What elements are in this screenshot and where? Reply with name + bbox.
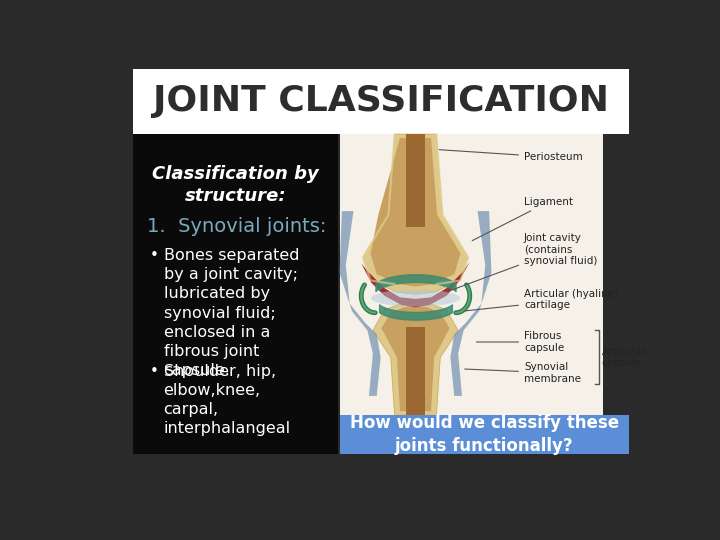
Bar [406, 134, 425, 226]
Text: Fibrous
capsule: Fibrous capsule [477, 331, 564, 353]
Text: How would we classify these
joints functionally?: How would we classify these joints funct… [349, 414, 618, 455]
Text: •: • [150, 248, 158, 263]
Text: Bones separated
by a joint cavity;
lubricated by
synovial fluid;
enclosed in a
f: Bones separated by a joint cavity; lubri… [163, 248, 299, 378]
Text: Periosteum: Periosteum [439, 150, 582, 162]
Text: Joint cavity
(contains
synovial fluid): Joint cavity (contains synovial fluid) [449, 233, 598, 291]
PathPatch shape [361, 262, 469, 307]
Text: Shoulder, hip,
elbow,knee,
carpal,
interphalangeal: Shoulder, hip, elbow,knee, carpal, inter… [163, 363, 291, 436]
PathPatch shape [382, 306, 449, 411]
Text: Synovial
membrane: Synovial membrane [465, 362, 581, 383]
Text: Ligament: Ligament [472, 197, 573, 241]
Text: JOINT CLASSIFICATION: JOINT CLASSIFICATION [153, 84, 608, 118]
Text: Classification by
structure:: Classification by structure: [152, 165, 319, 205]
Bar [132, 69, 629, 134]
Bar [132, 134, 338, 454]
PathPatch shape [373, 302, 458, 415]
Ellipse shape [371, 289, 460, 307]
Text: Articular
capsule: Articular capsule [601, 347, 647, 368]
Bar [340, 415, 629, 454]
PathPatch shape [451, 211, 492, 396]
Bar [340, 134, 603, 415]
Text: 1.  Synovial joints:: 1. Synovial joints: [147, 217, 326, 237]
PathPatch shape [363, 134, 468, 294]
Text: Articular (hyaline)
cartilage: Articular (hyaline) cartilage [465, 289, 618, 311]
Bar [406, 327, 425, 415]
PathPatch shape [340, 211, 381, 396]
Text: •: • [150, 363, 158, 379]
PathPatch shape [371, 138, 461, 287]
